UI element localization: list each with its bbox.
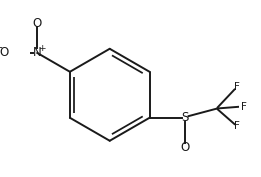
Text: −: −: [0, 43, 3, 53]
Text: O: O: [0, 46, 8, 59]
Text: N: N: [33, 46, 42, 59]
Text: O: O: [33, 17, 42, 30]
Text: S: S: [182, 111, 189, 124]
Text: F: F: [234, 121, 239, 131]
Text: +: +: [38, 44, 46, 53]
Text: F: F: [234, 82, 239, 92]
Text: O: O: [181, 141, 190, 153]
Text: F: F: [241, 102, 247, 112]
